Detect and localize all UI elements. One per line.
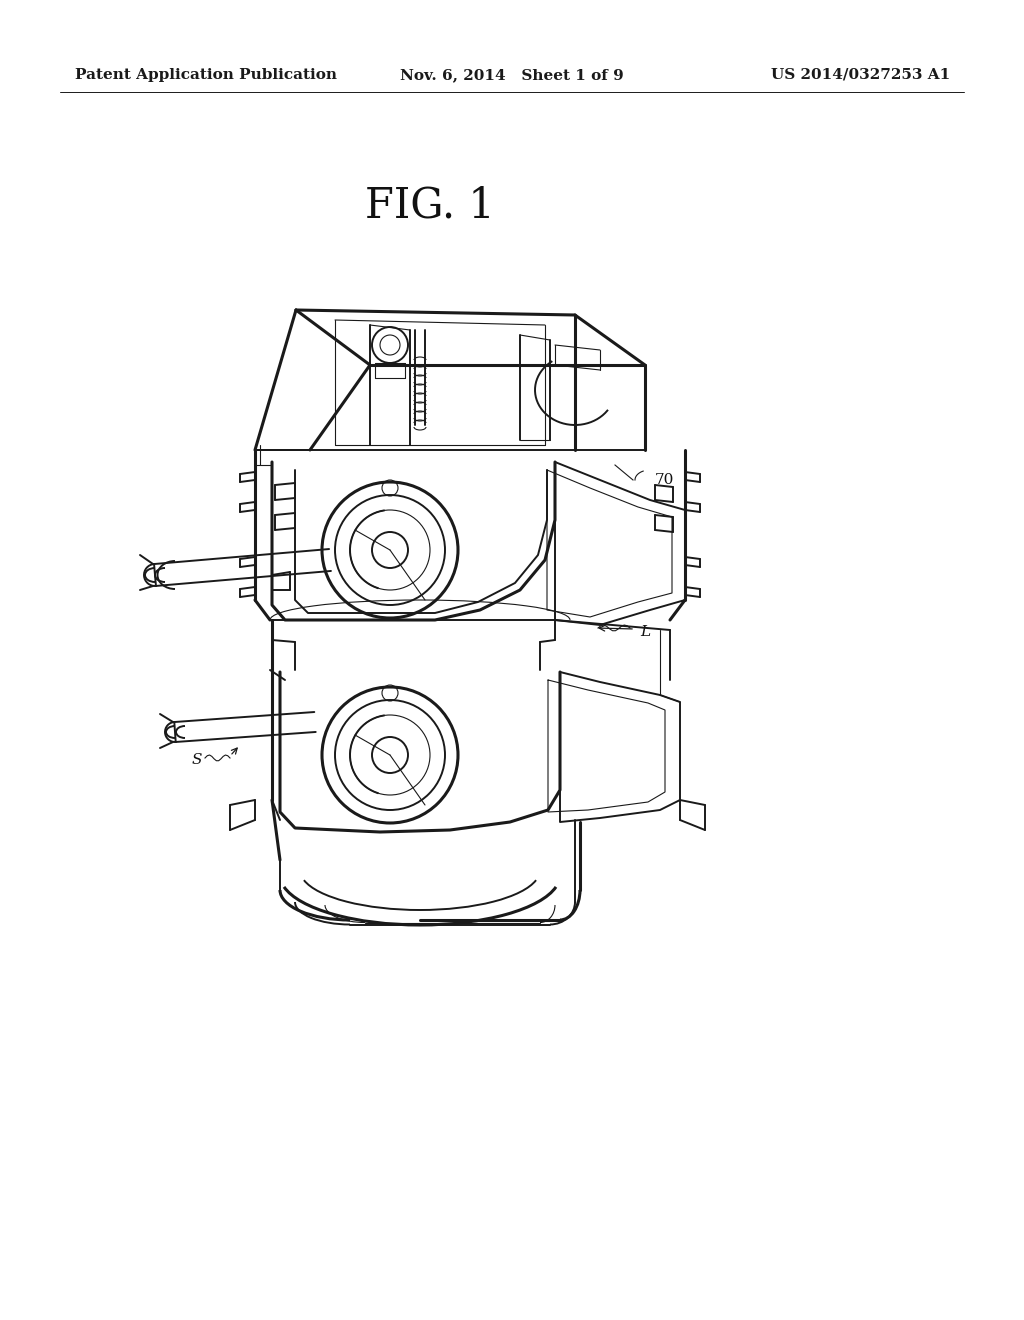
Text: S: S [191,752,202,767]
Text: Nov. 6, 2014   Sheet 1 of 9: Nov. 6, 2014 Sheet 1 of 9 [400,69,624,82]
Text: L: L [640,624,650,639]
Text: FIG. 1: FIG. 1 [366,183,495,226]
Text: 70: 70 [655,473,675,487]
Text: Patent Application Publication: Patent Application Publication [75,69,337,82]
Text: US 2014/0327253 A1: US 2014/0327253 A1 [771,69,950,82]
